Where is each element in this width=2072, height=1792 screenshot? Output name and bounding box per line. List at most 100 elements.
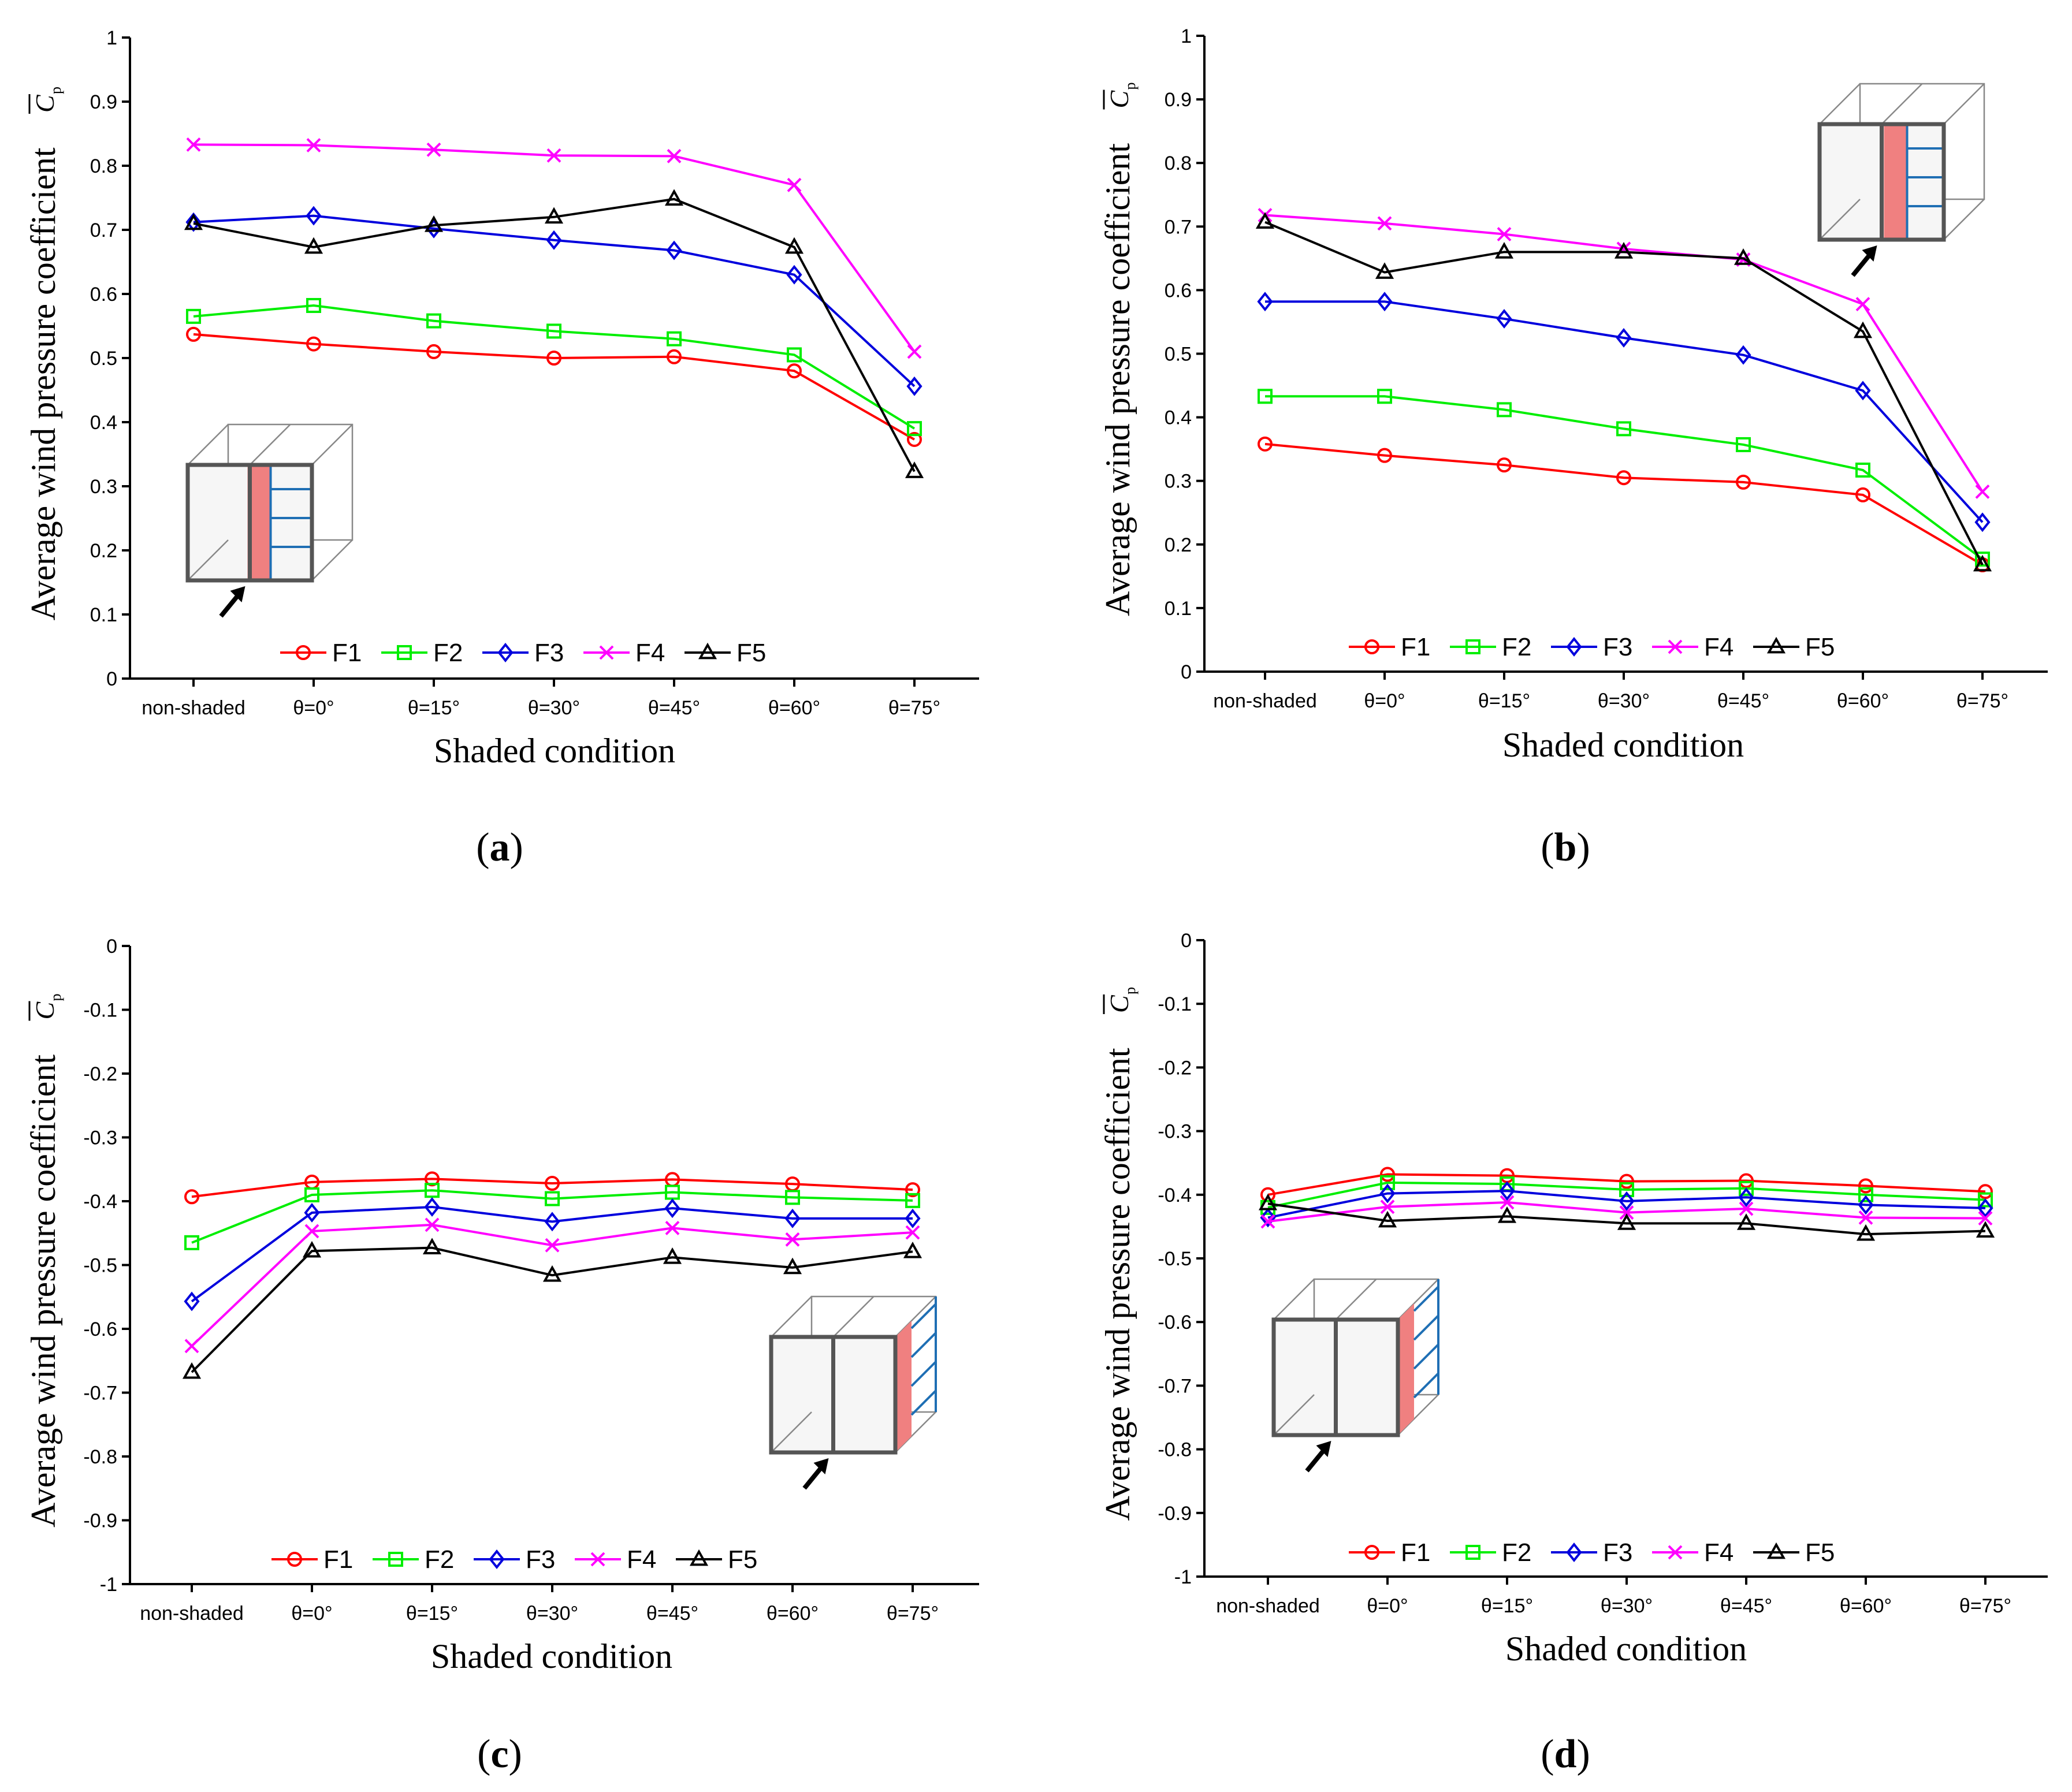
data-point-f4 — [785, 1232, 800, 1247]
data-point-f5 — [544, 207, 564, 224]
data-point-f4 — [186, 137, 201, 152]
data-point-f4 — [1377, 216, 1392, 231]
shaded-face — [895, 1321, 912, 1452]
series-line-f2 — [191, 1189, 913, 1244]
y-axis-title: Average wind pressure coefficient Cp — [1099, 987, 1139, 1521]
data-point-f2 — [1858, 1187, 1873, 1202]
data-point-f3 — [1974, 512, 1991, 532]
data-point-f1 — [1978, 1184, 1993, 1199]
y-axis-title-text: Average wind pressure coefficient — [24, 1055, 62, 1528]
data-point-f1 — [1497, 457, 1512, 473]
x-tick-label: θ=30° — [526, 1603, 578, 1625]
series-line-f3 — [1265, 300, 1984, 523]
legend-label-f1: F1 — [332, 639, 362, 667]
x-tick-label: θ=75° — [888, 697, 940, 719]
data-point-f5 — [542, 1265, 562, 1282]
data-point-f5 — [1617, 1213, 1636, 1230]
y-tick-label: 0.9 — [1165, 89, 1192, 111]
x-tick-label: θ=75° — [887, 1603, 939, 1625]
legend-label-f2: F2 — [425, 1545, 454, 1574]
data-point-f5 — [783, 1257, 802, 1275]
legend-label-f1: F1 — [1401, 633, 1430, 661]
y-tick-label: 0.4 — [1165, 407, 1192, 429]
y-axis-title-text: Average wind pressure coefficient — [24, 147, 62, 620]
y-tick-label: -0.1 — [1158, 993, 1192, 1015]
building-inset — [769, 1295, 937, 1490]
y-tick-label: -1 — [1174, 1566, 1192, 1588]
y-tick-label: 0.8 — [1165, 152, 1192, 174]
data-point-f5 — [905, 461, 924, 478]
x-axis-title: Shaded condition — [434, 732, 675, 770]
legend-marker-f3 — [497, 643, 514, 662]
series-line-f4 — [191, 1223, 913, 1347]
x-tick-label: θ=15° — [1478, 690, 1530, 712]
y-tick-label: -0.1 — [83, 1000, 117, 1022]
x-tick-label: θ=30° — [1601, 1595, 1653, 1617]
data-point-f3 — [1496, 308, 1512, 329]
data-point-f4 — [665, 1220, 680, 1235]
y-tick-label: 0 — [106, 668, 117, 690]
data-point-f1 — [186, 326, 201, 342]
data-point-f2 — [186, 308, 201, 324]
data-point-f4 — [667, 148, 682, 163]
cp-subscript: p — [1122, 987, 1139, 994]
data-point-f2 — [1978, 1192, 1993, 1208]
y-tick-label: -0.3 — [1158, 1121, 1192, 1143]
y-tick-label: 0.1 — [90, 604, 117, 626]
data-point-f4 — [1260, 1214, 1275, 1229]
x-tick-label: θ=0° — [1364, 690, 1405, 712]
y-tick-label: -0.2 — [83, 1063, 117, 1085]
data-point-f2 — [425, 1183, 440, 1198]
y-tick-label: 0.3 — [1165, 471, 1192, 493]
y-axis-title: Average wind pressure coefficient Cp — [1099, 83, 1139, 617]
data-point-f2 — [1975, 552, 1990, 567]
data-point-f4 — [1739, 1201, 1754, 1216]
panel-label: (c) — [477, 1732, 522, 1776]
y-tick-label: -0.6 — [1158, 1312, 1192, 1333]
y-tick-label: 0.8 — [90, 155, 117, 177]
x-tick-label: θ=60° — [1840, 1595, 1892, 1617]
data-point-f2 — [1258, 389, 1273, 404]
y-axis-title-text: Average wind pressure coefficient — [1099, 1048, 1137, 1521]
y-tick-label: 0.5 — [90, 348, 117, 370]
x-tick-label: θ=75° — [1959, 1595, 2011, 1617]
data-point-f3 — [1619, 1191, 1635, 1211]
data-point-f1 — [1380, 1167, 1395, 1182]
legend: F1 F2 F3 F4 F5 — [1349, 633, 1835, 661]
data-point-f4 — [184, 1339, 199, 1354]
data-point-f1 — [1258, 436, 1273, 452]
legend-marker-f2 — [388, 1552, 403, 1567]
cp-symbol: C — [30, 94, 59, 113]
y-tick-label: 1 — [106, 27, 117, 49]
data-point-f1 — [1736, 474, 1751, 490]
data-point-f1 — [1377, 448, 1392, 463]
data-point-f4 — [1619, 1205, 1634, 1220]
data-point-f5 — [184, 213, 203, 230]
y-axis-title: Average wind pressure coefficient Cp — [24, 87, 64, 621]
y-axis-title-text: Average wind pressure coefficient — [1099, 143, 1137, 616]
y-tick-label: -0.8 — [1158, 1439, 1192, 1461]
data-point-f3 — [1260, 1208, 1276, 1228]
legend-label-f5: F5 — [1805, 633, 1835, 661]
chart-panel-c: 0 -0.1 -0.2 -0.3 -0.4 -0.5 -0.6 -0.7 -0.8 -0.9 -1 n… — [24, 936, 979, 1776]
legend-label-f1: F1 — [1401, 1538, 1430, 1567]
data-point-f4 — [425, 1217, 440, 1232]
legend-label-f2: F2 — [433, 639, 463, 667]
series-line-f1 — [1264, 442, 1984, 566]
x-tick-label: θ=45° — [1720, 1595, 1772, 1617]
data-point-f1 — [426, 344, 441, 359]
data-point-f4 — [1858, 1210, 1873, 1225]
data-point-f3 — [544, 1212, 560, 1232]
data-point-f3 — [184, 1291, 200, 1312]
data-point-f2 — [546, 323, 561, 339]
data-point-f3 — [306, 206, 322, 226]
data-point-f3 — [906, 376, 922, 396]
data-point-f2 — [667, 331, 682, 347]
y-tick-label: -0.7 — [1158, 1375, 1192, 1397]
legend-label-f4: F4 — [627, 1545, 656, 1574]
data-point-f5 — [1856, 1224, 1876, 1241]
y-tick-label: -0.5 — [1158, 1248, 1192, 1270]
legend-marker-f4 — [590, 1552, 605, 1567]
legend-marker-f3 — [1566, 637, 1582, 657]
data-point-f2 — [787, 347, 802, 363]
